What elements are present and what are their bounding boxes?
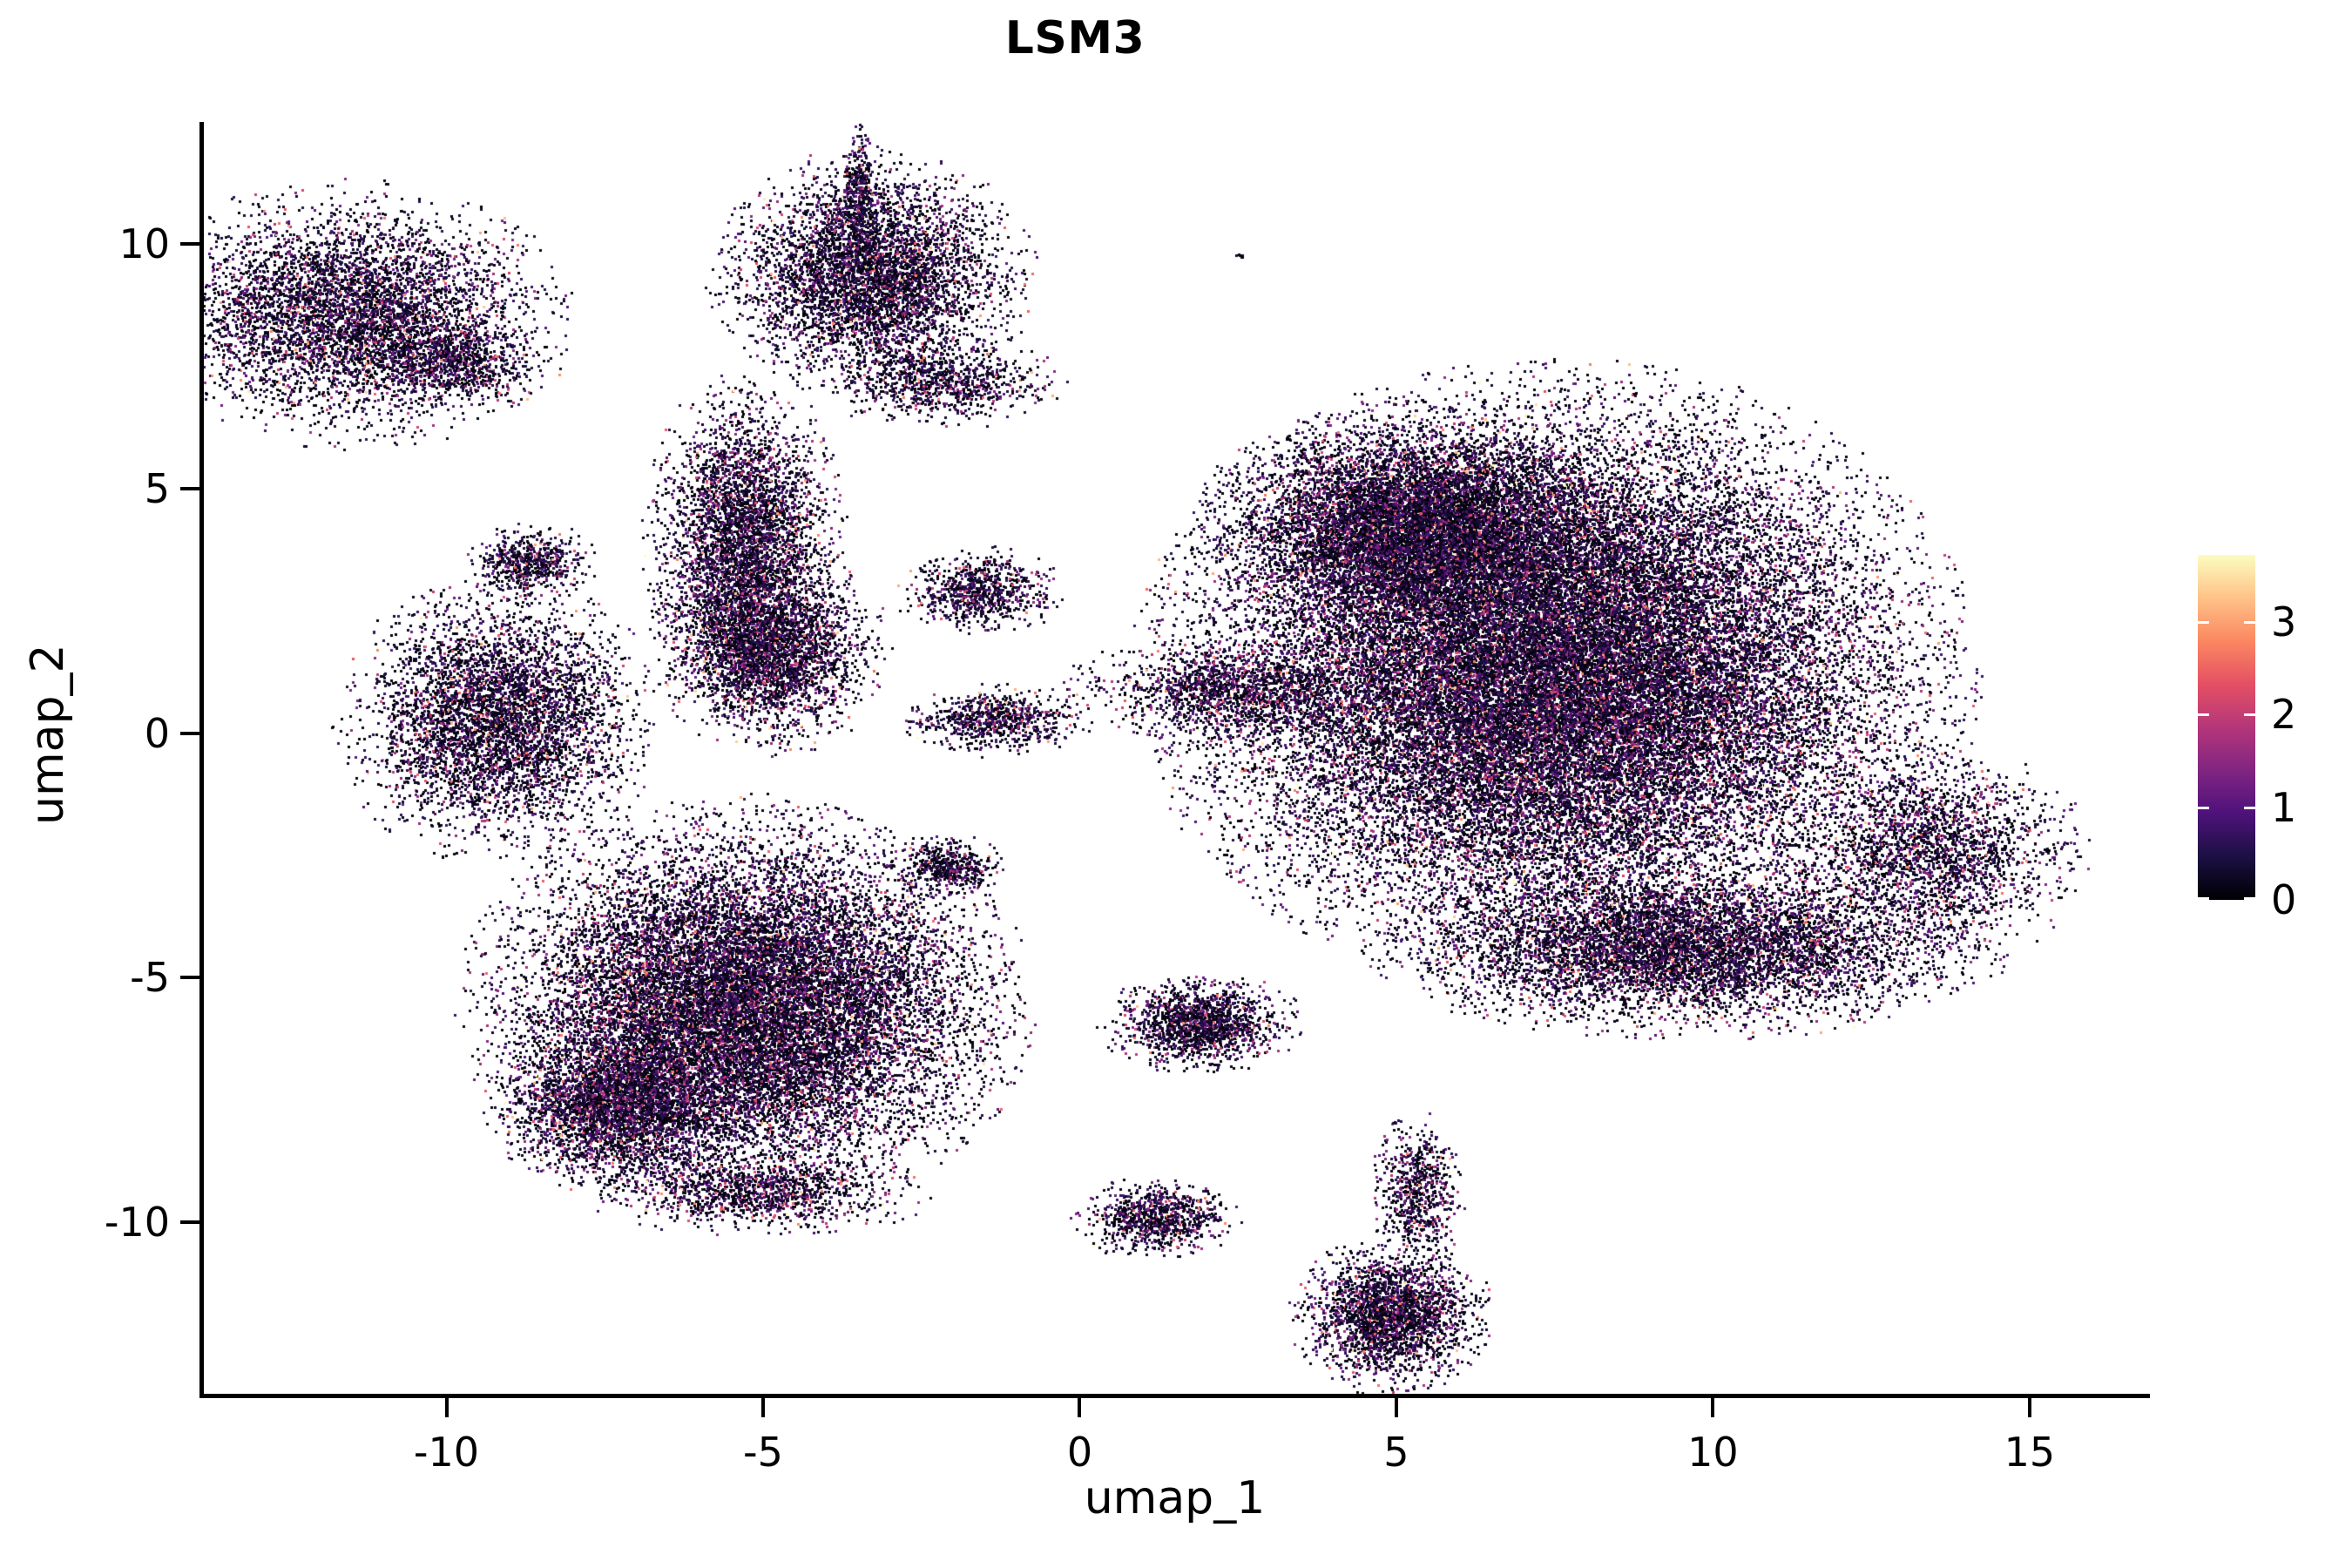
plot-axes: [180, 122, 2150, 1417]
colorbar-tick-mark: [2244, 806, 2255, 809]
x-axis-label: umap_1: [1084, 1472, 1266, 1524]
y-axis-label: umap_2: [22, 644, 74, 825]
x-tick-label: -5: [743, 1429, 783, 1476]
y-tick-label: 5: [144, 464, 170, 512]
x-tick-label: 5: [1383, 1429, 1409, 1476]
x-tick-label: -10: [413, 1429, 480, 1476]
axis-spine-left: [199, 122, 204, 1398]
y-tick-mark: [180, 1220, 199, 1224]
colorbar-tick-mark: [2198, 897, 2209, 900]
colorbar-tick-mark: [2244, 897, 2255, 900]
x-tick-mark: [1394, 1398, 1398, 1417]
colorbar-tick-label: 0: [2271, 876, 2297, 923]
scatter-plot-canvas: [199, 122, 2150, 1398]
colorbar-tick-label: 3: [2271, 598, 2297, 645]
x-tick-mark: [2027, 1398, 2031, 1417]
colorbar-tick-mark: [2244, 713, 2255, 717]
page-title: LSM3: [1004, 12, 1146, 64]
colorbar-tick-label: 2: [2271, 691, 2297, 739]
y-tick-label: 10: [118, 220, 170, 268]
x-tick-label: 15: [2004, 1429, 2056, 1476]
y-tick-label: -5: [130, 954, 170, 1002]
y-tick-label: 0: [144, 709, 170, 757]
axis-spine-bottom: [199, 1394, 2150, 1398]
x-tick-mark: [444, 1398, 449, 1417]
x-tick-mark: [1711, 1398, 1715, 1417]
colorbar-gradient: [2198, 555, 2255, 900]
colorbar: [2198, 555, 2255, 900]
colorbar-tick-mark: [2198, 713, 2209, 717]
y-tick-mark: [180, 486, 199, 490]
y-tick-mark: [180, 976, 199, 980]
colorbar-tick-mark: [2198, 806, 2209, 809]
x-tick-label: 0: [1066, 1429, 1093, 1476]
x-tick-mark: [1078, 1398, 1082, 1417]
y-tick-label: -10: [104, 1198, 170, 1246]
y-tick-mark: [180, 731, 199, 735]
y-tick-mark: [180, 242, 199, 247]
colorbar-tick-label: 1: [2271, 783, 2297, 831]
x-tick-label: 10: [1687, 1429, 1739, 1476]
x-tick-mark: [760, 1398, 765, 1417]
colorbar-tick-mark: [2244, 620, 2255, 624]
colorbar-tick-mark: [2198, 620, 2209, 624]
